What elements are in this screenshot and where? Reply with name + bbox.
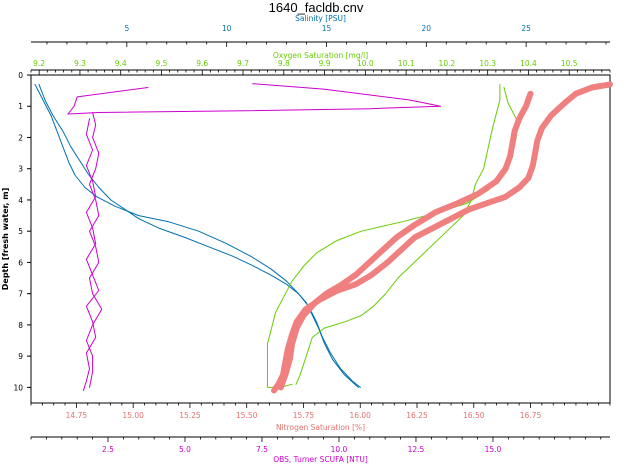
y-tick-label: 0 — [18, 71, 23, 80]
obs-tick-label: 5.0 — [179, 445, 191, 454]
oxygen-tick-label: 9.2 — [33, 59, 45, 68]
salinity-axis-label: Salinity [PSU] — [295, 14, 346, 23]
salinity-tick-label: 25 — [521, 24, 531, 33]
nitrogen-tick-label: 15.25 — [179, 411, 201, 420]
oxygen-axis-label: Oxygen Saturation [mg/l] — [273, 51, 368, 60]
obs-tick-label: 15.0 — [485, 445, 502, 454]
nitrogen-tick-label: 15.75 — [293, 411, 315, 420]
obs-axis-label: OBS, Turner SCUFA [NTU] — [273, 455, 368, 464]
chart-title: 1640_facldb.cnv — [269, 0, 364, 15]
nitrogen-tick-label: 16.25 — [406, 411, 428, 420]
salinity-tick-label: 20 — [422, 24, 432, 33]
obs-tick-label: 7.5 — [256, 445, 268, 454]
nitrogen-tick-label: 15.00 — [122, 411, 144, 420]
nitrogen-tick-label: 15.50 — [236, 411, 258, 420]
obs-series-line — [82, 118, 100, 391]
y-tick-label: 10 — [13, 383, 23, 392]
series-layer — [34, 81, 613, 394]
oxygen-series-line — [295, 83, 501, 385]
nitrogen-tick-label: 16.00 — [349, 411, 371, 420]
y-axis-label: Depth [fresh water, m] — [1, 188, 10, 290]
salinity-tick-label: 10 — [222, 24, 232, 33]
salinity-series-line — [38, 83, 359, 388]
y-tick-label: 8 — [18, 321, 23, 330]
obs-tick-label: 10.0 — [331, 445, 348, 454]
oxygen-tick-label: 9.4 — [115, 59, 127, 68]
nitrogen-axis-label: Nitrogen Saturation [%] — [276, 423, 365, 432]
nitrogen-series-line — [277, 90, 534, 391]
y-tick-label: 5 — [18, 227, 23, 236]
nitrogen-tick-label: 14.75 — [66, 411, 88, 420]
y-tick-label: 2 — [18, 133, 23, 142]
salinity-tick-label: 15 — [322, 24, 332, 33]
oxygen-tick-label: 10.1 — [398, 59, 415, 68]
obs-series-line — [67, 83, 442, 115]
oxygen-tick-label: 10.3 — [479, 59, 496, 68]
y-tick-label: 4 — [18, 196, 23, 205]
y-tick-label: 7 — [18, 290, 23, 299]
plot-frame — [30, 74, 611, 404]
oxygen-tick-label: 10.5 — [561, 59, 578, 68]
oxygen-tick-label: 9.7 — [237, 59, 249, 68]
y-tick-label: 9 — [18, 352, 23, 361]
oxygen-tick-label: 10.4 — [520, 59, 537, 68]
y-tick-label: 6 — [18, 258, 23, 267]
x-axes: 5 10 15 20 25 Salinity [PSU] 9.2 9.3 9.4 9.5 9.6 9.… — [30, 14, 611, 464]
oxygen-tick-label: 9.3 — [74, 59, 86, 68]
plot-area-border — [30, 74, 611, 404]
y-axis: 0 1 2 3 4 5 6 7 8 9 10 Depth [fresh water, m] — [1, 71, 31, 392]
salinity-series-line — [34, 83, 361, 388]
oxygen-tick-label: 10.0 — [357, 59, 374, 68]
oxygen-tick-label: 9.6 — [196, 59, 208, 68]
nitrogen-tick-label: 16.75 — [520, 411, 542, 420]
oxygen-tick-label: 9.8 — [278, 59, 290, 68]
y-tick-label: 3 — [18, 165, 23, 174]
oxygen-tick-label: 9.5 — [156, 59, 168, 68]
obs-series-line — [85, 112, 103, 388]
obs-tick-label: 12.5 — [408, 445, 425, 454]
y-tick-label: 1 — [18, 102, 23, 111]
oxygen-tick-label: 9.9 — [319, 59, 331, 68]
oxygen-tick-label: 10.2 — [439, 59, 456, 68]
salinity-tick-label: 5 — [124, 24, 129, 33]
obs-tick-label: 2.5 — [102, 445, 114, 454]
nitrogen-tick-label: 16.50 — [463, 411, 485, 420]
